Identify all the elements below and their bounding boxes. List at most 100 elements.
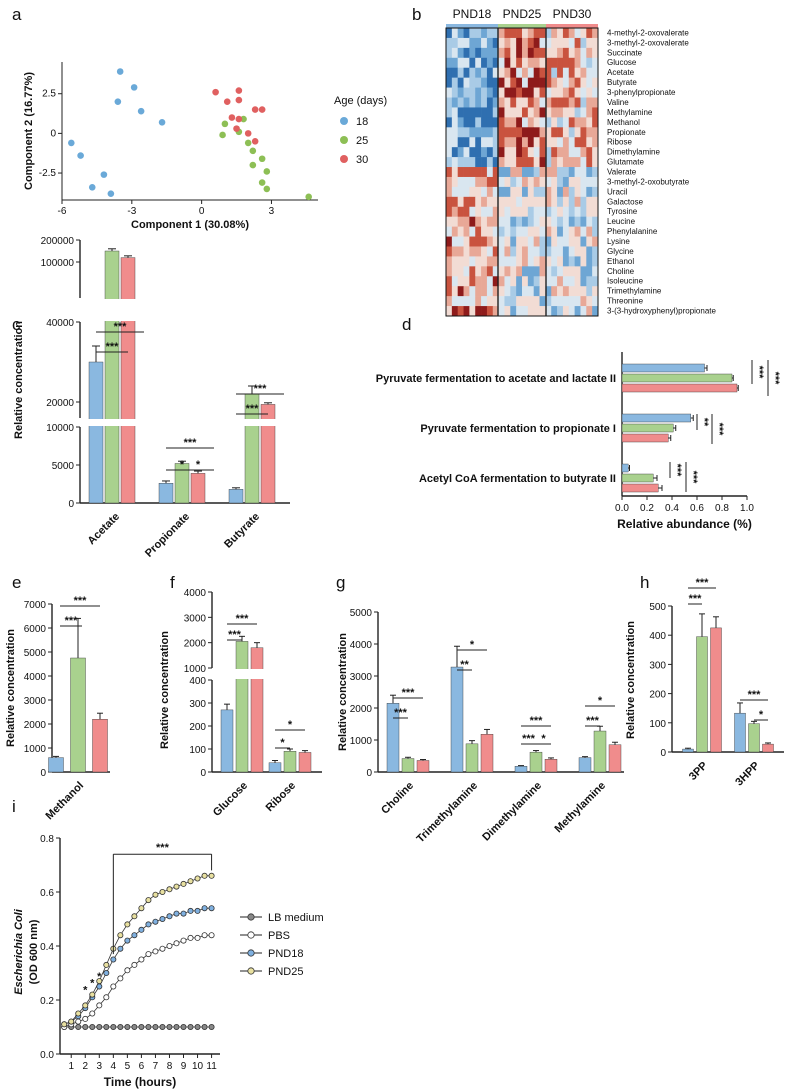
f-bar-PND25 — [283, 751, 297, 773]
b-heatmap-cell — [504, 28, 511, 39]
b-heatmap-cell — [533, 137, 540, 148]
i-legend-marker — [247, 967, 255, 975]
c-sig-butyrate-b-label: *** — [254, 383, 268, 395]
b-heatmap-border — [445, 27, 599, 317]
b-heatmap-cell — [580, 37, 587, 49]
b-heatmap-cell — [469, 87, 476, 98]
b-heatmap-cell — [469, 266, 476, 277]
b-heatmap-cell — [504, 226, 511, 237]
d-sig-acetate-a-label: *** — [753, 366, 765, 380]
b-heatmap-cell — [475, 236, 482, 247]
b-heatmap-cell — [510, 127, 517, 138]
b-heatmap-cell — [516, 67, 523, 78]
b-heatmap-cell — [574, 256, 581, 267]
d-bar-PND30 — [621, 433, 669, 443]
b-heatmap-cell — [486, 37, 494, 49]
b-heatmap-cell — [463, 97, 470, 108]
b-heatmap-cell — [551, 147, 558, 158]
c-y-axis-title: Relative concentration — [13, 321, 25, 439]
b-heatmap-cell — [504, 87, 511, 98]
b-heatmap-cell — [504, 186, 511, 198]
i-marker-PND25 — [124, 921, 131, 928]
h-y-tick-label: 300 — [649, 660, 666, 671]
b-heatmap-cell — [446, 206, 453, 217]
b-heatmap-cell — [486, 176, 494, 188]
b-heatmap-cell — [592, 246, 599, 257]
b-heatmap-cell — [481, 296, 488, 307]
c-y-tick-label: 5000 — [52, 461, 75, 472]
i-marker-PND25 — [117, 932, 124, 939]
g-bar-PND18 — [578, 757, 592, 773]
b-heatmap-cell — [463, 286, 470, 297]
b-heatmap-cell — [592, 57, 599, 69]
i-marker-PND25 — [61, 1021, 68, 1028]
b-heatmap-cell — [574, 167, 581, 178]
b-heatmap-cell — [580, 147, 587, 158]
b-heatmap-cell — [574, 77, 581, 88]
b-heatmap-cell — [446, 196, 453, 208]
b-heatmap-cell — [463, 306, 470, 317]
a-legend-marker — [340, 155, 348, 163]
i-x-axis-title: Time (hours) — [104, 1075, 176, 1089]
b-heatmap-cell — [580, 276, 587, 287]
b-heatmap-cell — [551, 127, 558, 138]
b-heatmap-cell — [592, 236, 599, 247]
b-heatmap-cell — [568, 117, 575, 128]
b-heatmap-cell — [510, 216, 517, 227]
b-heatmap-cell — [498, 196, 505, 208]
b-heatmap-cell — [557, 47, 564, 59]
b-heatmap-cell — [562, 206, 570, 217]
b-heatmap-cell — [551, 67, 558, 78]
b-heatmap-cell — [580, 296, 587, 307]
b-heatmap-cell — [580, 216, 587, 227]
b-heatmap-cell — [492, 306, 499, 317]
b-heatmap-cell — [568, 147, 575, 158]
b-heatmap-cell — [522, 266, 529, 277]
b-row-label: Glutamate — [607, 158, 644, 167]
b-heatmap-cell — [592, 196, 599, 208]
b-heatmap-cell — [469, 147, 476, 158]
b-heatmap-cell — [475, 147, 482, 158]
b-heatmap-cell — [574, 157, 581, 168]
b-heatmap-cell — [562, 87, 570, 98]
b-row-label: 3-(3-hydroxyphenyl)propionate — [607, 307, 717, 316]
b-heatmap-cell — [580, 97, 587, 108]
a-point-30 — [251, 138, 259, 145]
b-heatmap-cell — [539, 306, 546, 317]
b-heatmap-cell — [592, 137, 599, 148]
b-row-label: Dimethylamine — [607, 148, 660, 157]
b-heatmap-cell — [527, 206, 534, 217]
e-y-tick-label: 4000 — [24, 672, 47, 683]
b-heatmap-cell — [457, 176, 464, 188]
b-heatmap-cell — [463, 246, 470, 257]
i-marker-PND25 — [75, 1010, 82, 1017]
h-sig-3hpp-a-label: *** — [748, 689, 762, 701]
b-heatmap-cell — [475, 97, 482, 108]
c-category-label: Acetate — [86, 511, 123, 548]
b-heatmap-cell — [469, 246, 476, 257]
i-marker-PBS — [103, 994, 110, 1001]
b-heatmap-cell — [557, 266, 564, 277]
b-heatmap-cell — [492, 137, 499, 148]
b-heatmap-cell — [522, 246, 529, 257]
b-heatmap-cell — [539, 127, 546, 138]
b-heatmap-cell — [475, 266, 482, 277]
b-heatmap-cell — [486, 47, 494, 59]
b-heatmap-cell — [504, 107, 511, 118]
b-heatmap-cell — [533, 117, 540, 128]
b-heatmap-cell — [545, 256, 552, 267]
f-bar-PND18 — [268, 762, 282, 773]
b-heatmap-cell — [562, 296, 570, 307]
b-heatmap-cell — [533, 276, 540, 287]
b-heatmap-cell — [545, 246, 552, 257]
panel-label-e: e — [12, 573, 21, 592]
g-bar-PND25 — [593, 730, 607, 773]
a-legend-label: 18 — [356, 116, 368, 128]
b-heatmap-cell — [481, 28, 488, 39]
b-heatmap-cell — [557, 87, 564, 98]
b-heatmap-cell — [486, 77, 494, 88]
b-heatmap-cell — [463, 137, 470, 148]
b-heatmap-cell — [522, 296, 529, 307]
b-heatmap-cell — [492, 117, 499, 128]
b-heatmap-cell — [539, 216, 546, 227]
